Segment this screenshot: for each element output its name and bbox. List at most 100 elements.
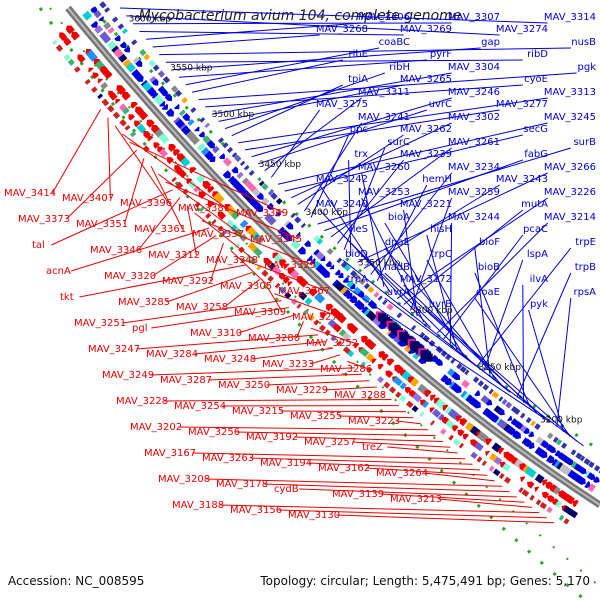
feature-mark <box>193 185 201 193</box>
reverse-gene-label: MAV_3263 <box>202 453 254 464</box>
reverse-gene-label: MAV_3325 <box>264 260 316 271</box>
feature-mark <box>546 506 553 514</box>
forward-label-line <box>384 297 584 447</box>
feature-mark <box>296 303 302 309</box>
feature-mark <box>519 412 526 419</box>
reverse-label-line <box>164 399 392 402</box>
feature-mark <box>158 132 170 145</box>
feature-mark <box>103 21 112 30</box>
feature-mark <box>336 340 342 347</box>
reverse-label-line <box>194 341 326 355</box>
feature-mark <box>239 219 249 229</box>
feature-mark <box>452 425 459 432</box>
feature-mark <box>342 289 351 297</box>
forward-label-line <box>172 47 481 71</box>
reverse-label-line <box>209 242 224 282</box>
reverse-gene-label: MAV_3229 <box>276 385 328 396</box>
reverse-label-line <box>192 452 466 460</box>
reverse-gene-label: MAV_3228 <box>116 396 168 407</box>
feature-mark <box>159 100 166 107</box>
reverse-gene-label: MAV_3414 <box>4 188 56 199</box>
reverse-label-line <box>438 498 532 508</box>
feature-mark <box>198 131 205 138</box>
reverse-label-line <box>310 327 355 344</box>
feature-mark <box>161 103 169 110</box>
feature-mark <box>175 181 184 190</box>
feature-mark <box>547 445 557 454</box>
reverse-label-line <box>380 493 525 503</box>
forward-gene-label: MAV_3266 <box>544 162 596 173</box>
forward-label-line <box>443 234 524 340</box>
reverse-label-line <box>51 109 102 194</box>
forward-label-line <box>152 34 320 48</box>
forward-gene-label: ribH <box>389 62 410 73</box>
reverse-label-line <box>238 314 297 334</box>
reverse-gene-label: MAV_3139 <box>332 489 384 500</box>
forward-gene-label: trpB <box>575 262 596 273</box>
feature-mark <box>289 269 300 280</box>
forward-label-line <box>396 197 548 300</box>
feature-mark <box>542 479 548 486</box>
feature-mark <box>503 476 512 484</box>
forward-gene-label: MAV_3243 <box>496 174 548 185</box>
feature-mark <box>502 462 511 472</box>
feature-mark <box>523 438 532 448</box>
forward-gene-label: bioD <box>345 249 368 260</box>
kbp-tick-label: 3250 kbp <box>479 363 522 373</box>
forward-gene-label: MAV_3302 <box>448 112 500 123</box>
reverse-gene-label: MAV_3256 <box>188 427 240 438</box>
feature-mark <box>159 88 168 97</box>
feature-mark <box>90 6 98 14</box>
feature-mark <box>409 377 420 387</box>
feature-mark <box>91 86 98 93</box>
feature-mark <box>165 108 175 117</box>
feature-mark <box>458 442 465 449</box>
reverse-gene-label: MAV_3267 <box>278 286 330 297</box>
feature-mark <box>212 191 219 198</box>
feature-mark <box>104 71 113 80</box>
reverse-gene-label: MAV_3257 <box>304 437 356 448</box>
reverse-gene-label: acnA <box>46 266 71 277</box>
feature-mark <box>204 150 214 160</box>
feature-mark <box>243 165 250 171</box>
reverse-gene-label: MAV_3208 <box>158 474 210 485</box>
feature-mark <box>297 246 306 255</box>
feature-mark <box>570 449 577 456</box>
feature-mark <box>274 211 280 217</box>
feature-mark <box>241 177 249 185</box>
feature-mark <box>493 456 503 466</box>
reverse-gene-label: MAV_3223 <box>348 416 400 427</box>
feature-mark <box>197 142 206 152</box>
feature-mark <box>527 481 535 489</box>
reverse-label-line <box>138 197 181 251</box>
reverse-label-line <box>324 386 377 391</box>
feature-mark <box>349 295 358 304</box>
feature-mark <box>306 255 313 262</box>
forward-label-line <box>376 184 428 281</box>
feature-mark <box>411 405 419 413</box>
reverse-gene-label: MAV_3396 <box>120 198 172 209</box>
reverse-gene-label: MAV_3167 <box>144 448 196 459</box>
feature-mark <box>174 165 183 174</box>
feature-mark <box>336 257 343 264</box>
feature-mark <box>134 120 141 128</box>
reverse-label-line <box>264 483 510 493</box>
feature-mark <box>51 39 58 46</box>
forward-gene-label: hemH <box>422 174 452 185</box>
feature-mark <box>148 59 156 68</box>
feature-mark <box>205 212 212 219</box>
forward-gene-label: MAV_3268 <box>316 24 368 35</box>
forward-label-line <box>244 109 500 151</box>
reverse-gene-label: MAV_3280 <box>248 333 300 344</box>
forward-gene-label: bioA <box>388 212 410 223</box>
forward-gene-label: MAV_3226 <box>544 187 596 198</box>
feature-mark <box>284 220 291 228</box>
forward-gene-label: trpE <box>575 237 596 248</box>
feature-mark <box>498 447 505 455</box>
reverse-gene-label: MAV_3310 <box>190 328 242 339</box>
reverse-label-line <box>294 436 444 442</box>
reverse-label-line <box>152 235 217 277</box>
feature-mark <box>470 451 478 460</box>
feature-mark <box>512 430 521 440</box>
